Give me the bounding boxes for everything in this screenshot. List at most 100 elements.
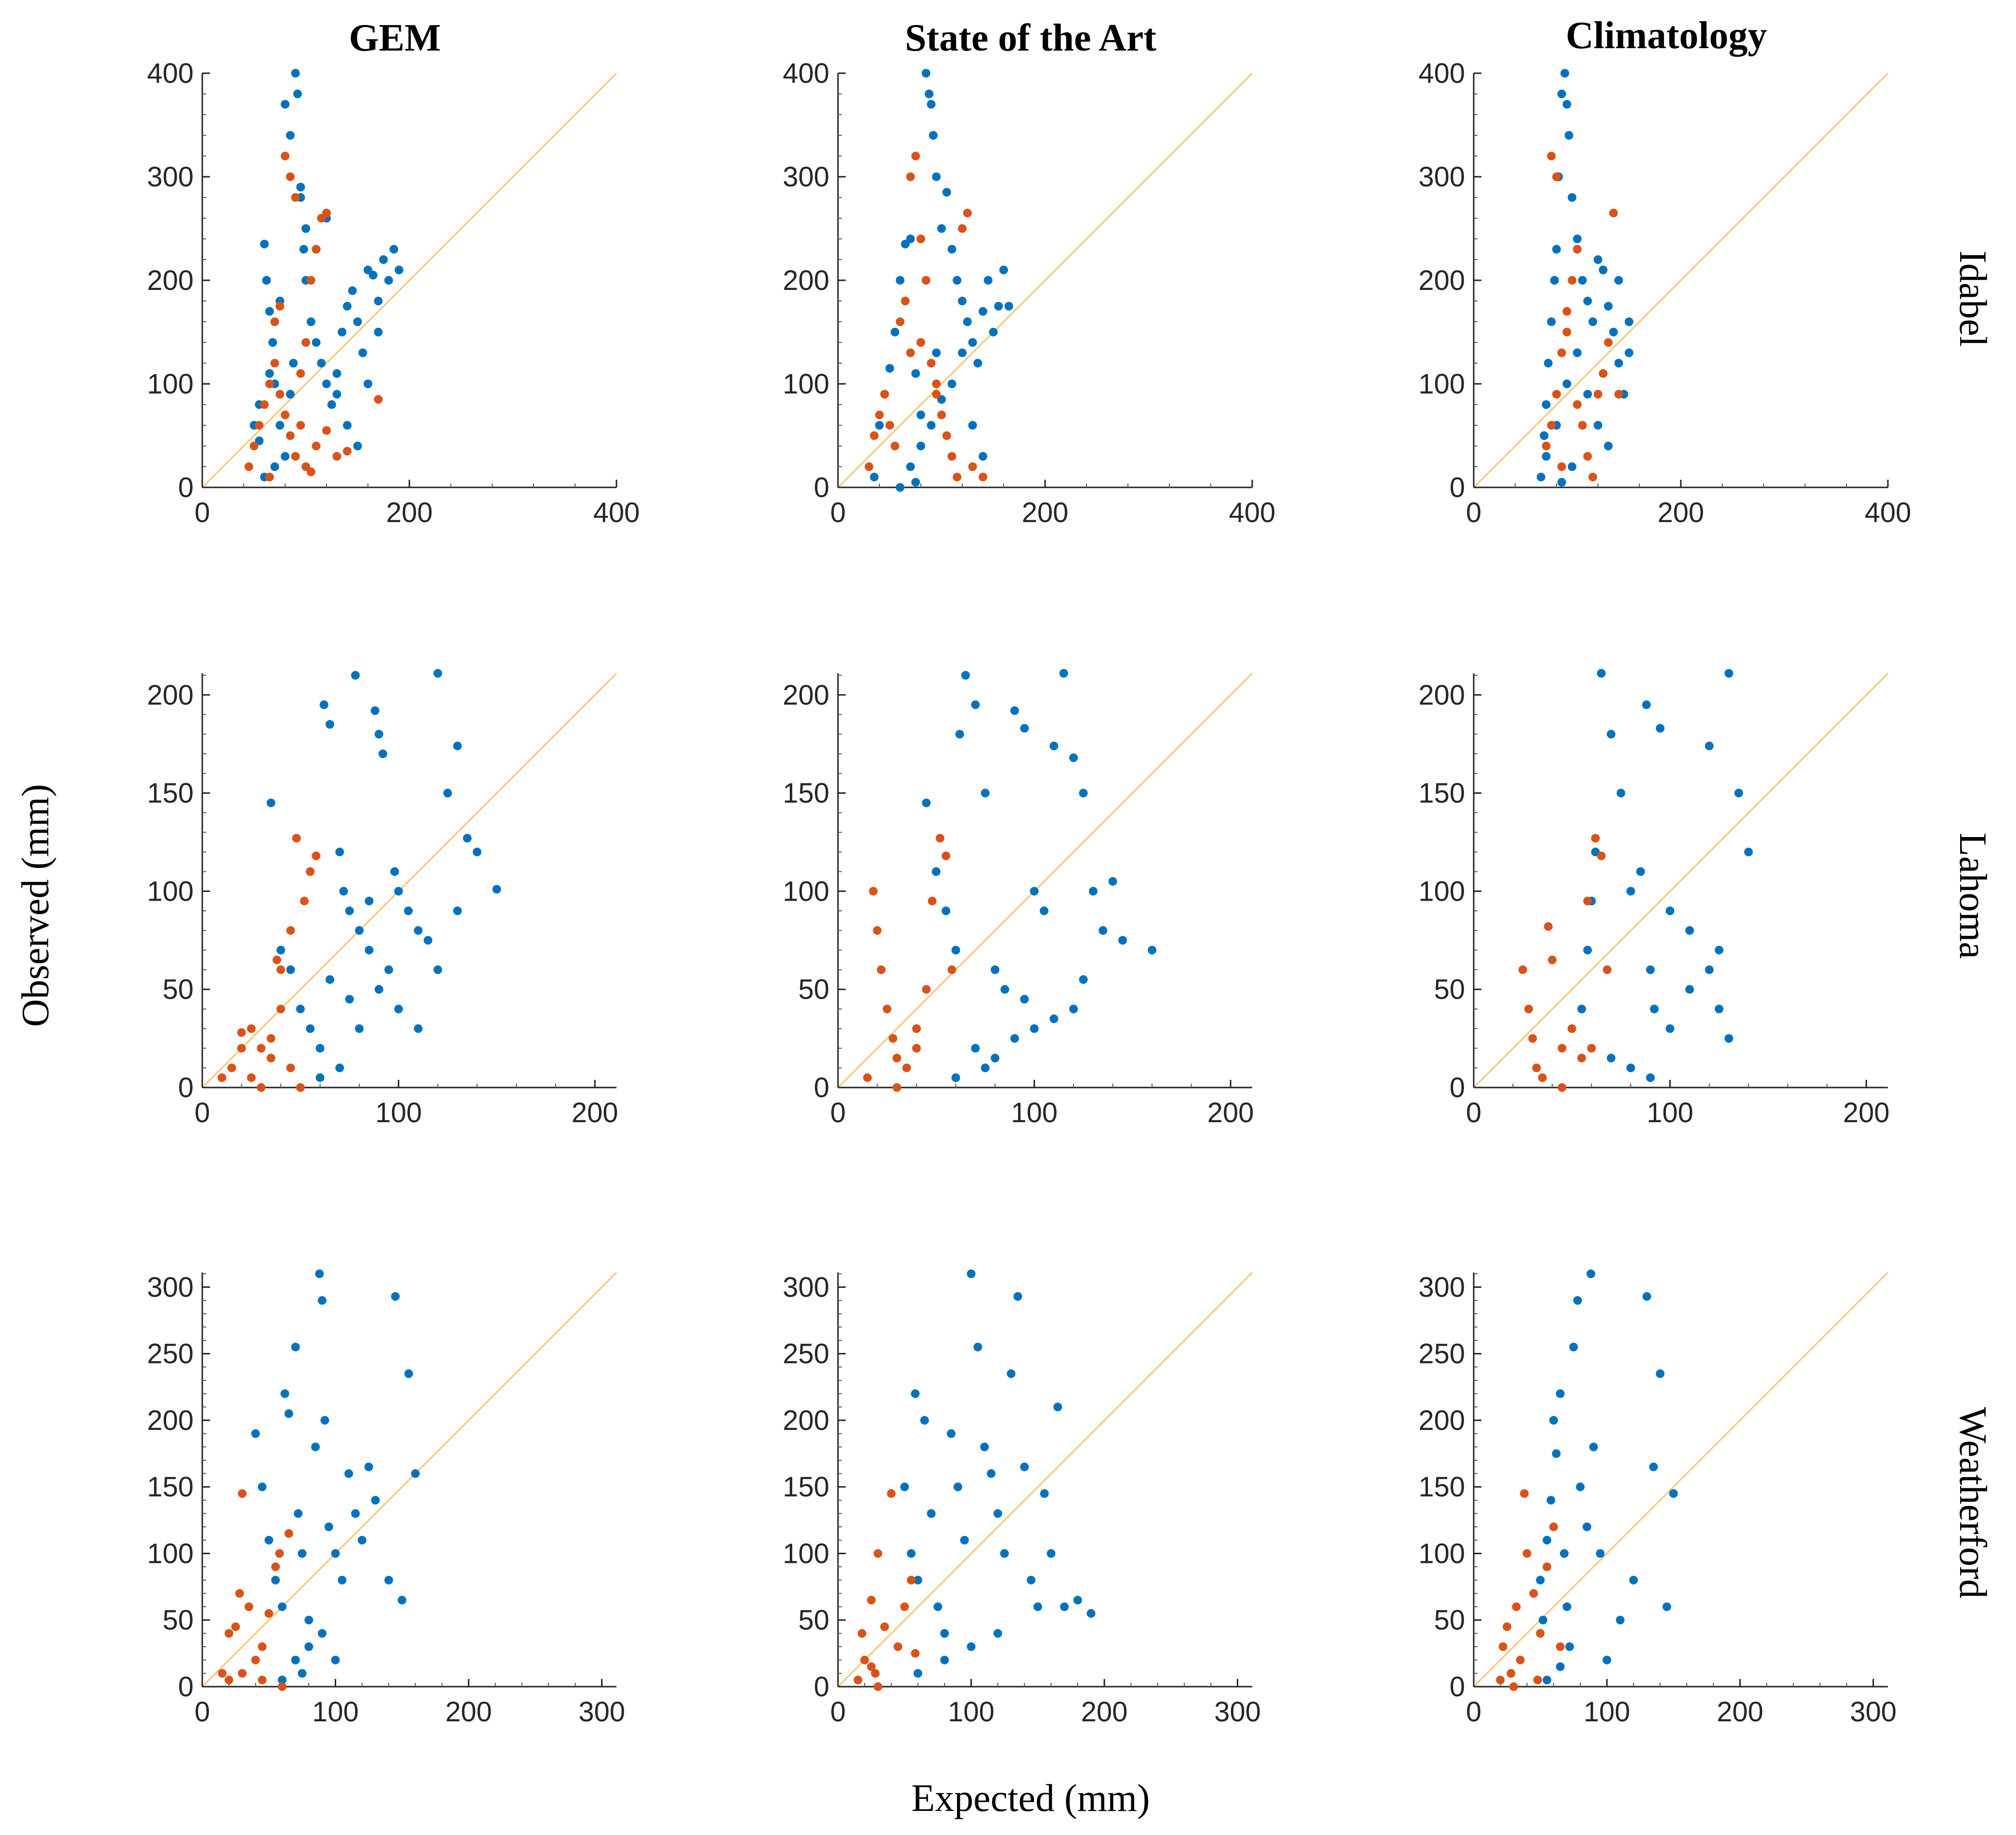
data-point — [275, 301, 285, 311]
data-point — [218, 1669, 227, 1678]
data-point — [921, 69, 930, 78]
series-1 — [900, 1269, 1096, 1678]
y-tick-label: 100 — [1418, 876, 1465, 907]
y-tick-label: 0 — [814, 1671, 829, 1703]
series-1 — [922, 669, 1157, 1082]
data-point — [224, 1676, 234, 1685]
data-point — [304, 1642, 314, 1652]
data-point — [911, 1649, 920, 1658]
data-point — [286, 926, 295, 935]
data-point — [244, 462, 253, 471]
data-point — [1598, 265, 1608, 275]
data-point — [276, 1004, 286, 1013]
data-point — [237, 1044, 246, 1053]
data-point — [1598, 369, 1608, 378]
data-point — [1587, 1044, 1596, 1053]
data-point — [1562, 307, 1571, 316]
data-point — [864, 462, 874, 471]
y-tick-label: 50 — [798, 1605, 829, 1636]
data-point — [900, 1482, 909, 1492]
data-point — [1685, 985, 1694, 994]
data-point — [286, 965, 295, 974]
data-point — [423, 936, 432, 945]
data-point — [384, 1575, 393, 1585]
y-tick-label: 50 — [1434, 974, 1465, 1005]
x-tick-label: 0 — [1466, 1097, 1481, 1128]
data-point — [315, 1044, 325, 1053]
data-point — [863, 1073, 872, 1082]
column-title-state-of-the-art: State of the Art — [905, 17, 1156, 59]
data-point — [1524, 1004, 1533, 1013]
data-point — [1542, 400, 1551, 409]
y-tick-label: 300 — [1418, 161, 1465, 193]
data-point — [1509, 1682, 1518, 1691]
data-point — [989, 328, 998, 337]
y-tick-label: 0 — [814, 472, 829, 503]
x-tick-label: 200 — [1658, 497, 1704, 528]
data-point — [916, 338, 925, 347]
x-tick-label: 400 — [1865, 497, 1911, 528]
data-point — [286, 131, 295, 140]
data-point — [358, 348, 367, 357]
data-point — [1665, 1024, 1675, 1033]
x-tick-label: 200 — [386, 497, 433, 528]
data-point — [1589, 1442, 1598, 1452]
data-point — [1614, 359, 1623, 367]
panel-idabel-state-of-the-art: 0 200 400 0 100 200 300 400 — [783, 58, 1275, 528]
data-point — [867, 1596, 876, 1605]
data-point — [973, 359, 982, 367]
data-point — [1565, 1642, 1574, 1652]
data-point — [1562, 100, 1571, 109]
y-tick-label: 200 — [147, 680, 194, 711]
data-point — [1546, 1495, 1556, 1505]
data-point — [317, 1296, 327, 1305]
data-point — [1542, 442, 1551, 450]
data-point — [1583, 896, 1592, 905]
data-point — [1573, 400, 1582, 409]
data-point — [947, 1429, 956, 1438]
data-point — [927, 421, 936, 430]
data-point — [266, 799, 275, 808]
data-point — [276, 945, 286, 955]
data-point — [332, 452, 341, 461]
identity-line — [1473, 672, 1889, 1088]
identity-line — [837, 672, 1253, 1088]
data-point — [1549, 1416, 1558, 1425]
data-point — [940, 1655, 949, 1665]
x-tick-label: 200 — [572, 1097, 618, 1128]
data-point — [932, 348, 941, 357]
data-point — [1558, 1083, 1567, 1092]
data-point — [981, 788, 990, 798]
y-axis-title: Observed (mm) — [14, 784, 57, 1027]
data-point — [332, 369, 341, 378]
data-point — [365, 896, 374, 905]
data-point — [414, 1024, 423, 1033]
data-point — [1053, 1402, 1062, 1412]
data-point — [443, 788, 452, 798]
data-point — [298, 1669, 307, 1678]
data-point — [1079, 975, 1088, 984]
x-tick-label: 100 — [948, 1696, 995, 1728]
y-tick-label: 0 — [178, 1072, 194, 1103]
data-point — [937, 224, 946, 233]
data-point — [306, 276, 315, 285]
data-point — [890, 328, 900, 337]
x-tick-label: 100 — [1584, 1696, 1630, 1728]
data-point — [258, 1676, 267, 1685]
data-point — [404, 1369, 413, 1378]
data-point — [1602, 1655, 1611, 1665]
data-point — [857, 1629, 866, 1638]
data-point — [277, 1682, 287, 1691]
identity-line — [1473, 72, 1889, 488]
data-point — [298, 1549, 307, 1558]
data-point — [967, 1642, 976, 1652]
y-tick-label: 150 — [1418, 1471, 1465, 1503]
data-point — [1557, 348, 1566, 357]
column-title-gem: GEM — [349, 17, 441, 59]
series-2 — [1542, 152, 1623, 482]
data-point — [961, 671, 970, 680]
data-point — [276, 965, 286, 974]
data-point — [907, 1575, 916, 1585]
data-point — [357, 1535, 367, 1545]
data-point — [378, 749, 387, 759]
